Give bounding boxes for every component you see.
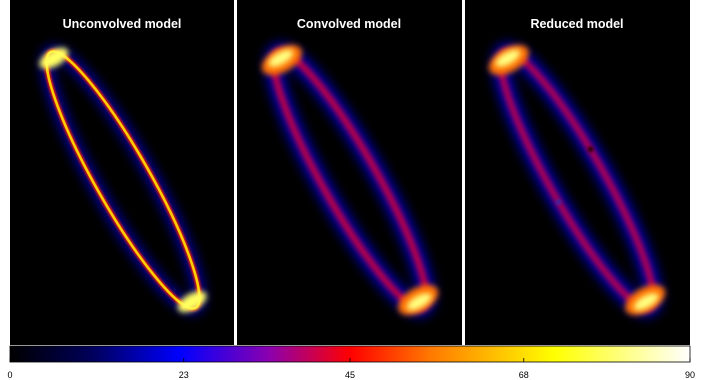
- colorbar-tick-label: 68: [519, 370, 529, 380]
- panel-title: Unconvolved model: [63, 17, 182, 31]
- ring-image: [261, 43, 439, 317]
- colorbar-tick-label: 23: [179, 370, 189, 380]
- colorbar-tick-label: 45: [345, 370, 355, 380]
- colorbar-tick-label: 0: [7, 370, 12, 380]
- ring-image: [488, 43, 666, 317]
- colorbar-tick-label: 90: [685, 370, 695, 380]
- panel-title: Reduced model: [530, 17, 623, 31]
- panel-title: Convolved model: [297, 17, 401, 31]
- ring-image: [39, 46, 207, 314]
